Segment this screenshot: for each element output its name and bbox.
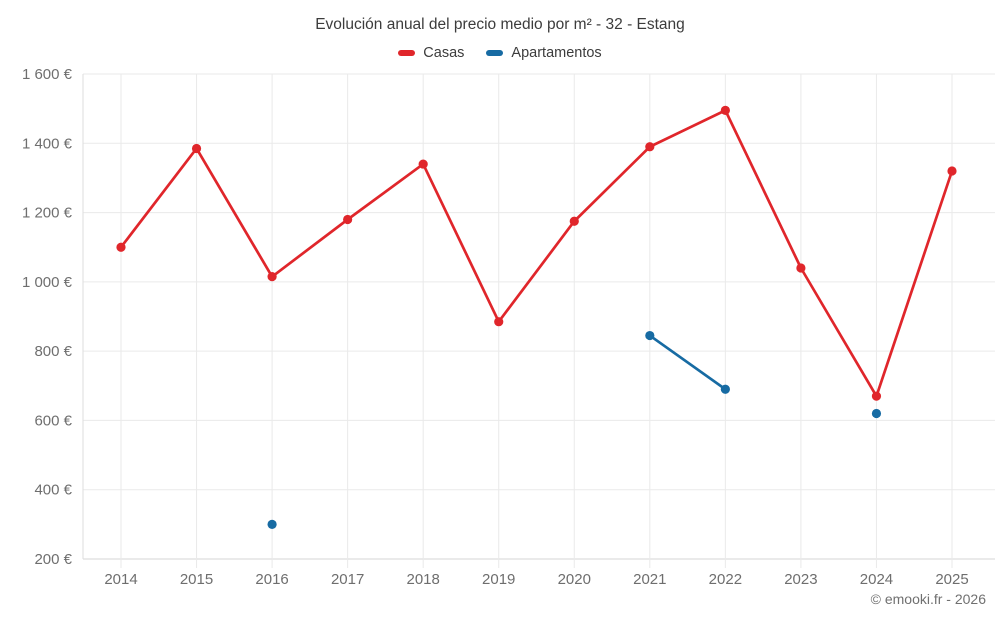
- x-tick-label: 2024: [860, 571, 893, 588]
- x-tick-label: 2014: [104, 571, 137, 588]
- x-tick-label: 2018: [406, 571, 439, 588]
- x-tick-label: 2022: [709, 571, 742, 588]
- series-line-casas: [195, 147, 274, 279]
- legend-item-casas[interactable]: Casas: [398, 45, 464, 61]
- legend-item-apartamentos[interactable]: Apartamentos: [486, 45, 602, 61]
- point-apartamentos-2021[interactable]: [645, 330, 655, 341]
- x-tick-label: 2019: [482, 571, 515, 588]
- point-apartamentos-2024[interactable]: [871, 408, 882, 419]
- y-tick-label: 200 €: [34, 551, 72, 568]
- series-line-casas: [724, 109, 803, 270]
- series-line-casas: [572, 145, 652, 223]
- series-line-casas: [270, 218, 349, 279]
- series-line-casas: [119, 147, 198, 249]
- apartamentos-legend-swatch-icon: [486, 50, 504, 56]
- point-casas-2014[interactable]: [116, 242, 126, 252]
- point-casas-2022[interactable]: [720, 105, 730, 115]
- legend: Casas Apartamentos: [0, 45, 1000, 61]
- point-casas-2025[interactable]: [947, 166, 957, 176]
- y-tick-label: 1 600 €: [22, 66, 73, 83]
- legend-label-casas: Casas: [423, 45, 465, 61]
- point-apartamentos-2022[interactable]: [720, 384, 730, 394]
- y-tick-label: 1 400 €: [22, 135, 73, 152]
- x-tick-label: 2025: [935, 571, 968, 588]
- point-casas-2019[interactable]: [494, 317, 504, 327]
- y-tick-label: 600 €: [34, 412, 72, 429]
- point-casas-2017[interactable]: [343, 214, 353, 225]
- point-casas-2023[interactable]: [796, 263, 806, 273]
- point-casas-2021[interactable]: [645, 142, 655, 152]
- point-casas-2020[interactable]: [569, 216, 579, 226]
- x-tick-label: 2020: [558, 571, 591, 588]
- y-tick-label: 1 200 €: [22, 205, 73, 222]
- series-line-casas: [875, 169, 954, 398]
- casas-legend-swatch-icon: [398, 50, 416, 56]
- series-line-casas: [799, 266, 878, 398]
- series-line-casas: [421, 162, 501, 324]
- series-line-casas: [648, 109, 727, 149]
- y-tick-label: 1 000 €: [22, 274, 73, 291]
- point-apartamentos-2016[interactable]: [267, 519, 277, 529]
- chart-title: Evolución anual del precio medio por m² …: [315, 16, 685, 33]
- y-tick-label: 400 €: [34, 482, 72, 499]
- x-tick-label: 2015: [180, 571, 213, 588]
- point-casas-2018[interactable]: [418, 159, 428, 169]
- x-tick-label: 2017: [331, 571, 364, 588]
- series-line-casas: [346, 162, 425, 221]
- series-line-apartamentos: [648, 334, 727, 391]
- y-tick-label: 800 €: [34, 343, 72, 360]
- point-casas-2015[interactable]: [191, 143, 202, 154]
- point-casas-2016[interactable]: [267, 272, 277, 282]
- point-casas-2024[interactable]: [871, 391, 882, 401]
- series-line-casas: [497, 219, 576, 324]
- x-tick-label: 2016: [255, 571, 288, 588]
- x-tick-label: 2023: [784, 571, 817, 588]
- x-tick-label: 2021: [633, 571, 666, 588]
- legend-label-apartamentos: Apartamentos: [511, 45, 602, 61]
- copyright-text: © emooki.fr - 2026: [870, 591, 986, 607]
